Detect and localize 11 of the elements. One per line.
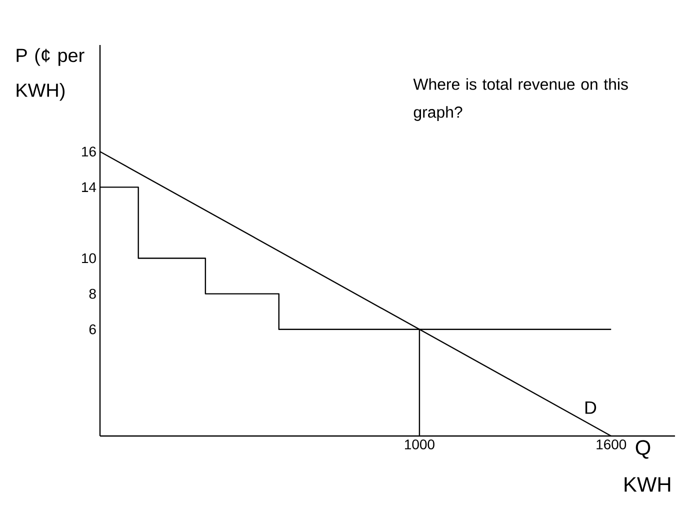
y-axis-title: P (¢ per KWH) [16, 48, 84, 101]
y-tick-label: 16 [82, 146, 96, 157]
x-tick-label: 1600 [596, 439, 626, 450]
series-label: D [585, 401, 596, 414]
x-tick-label: 1000 [405, 439, 434, 450]
annotation: Where is total revenue on this graph? [413, 78, 628, 121]
y-tick-label: 14 [82, 182, 96, 192]
y-tick-label: 10 [82, 253, 96, 264]
y-tick-label: 8 [89, 288, 96, 299]
x-axis-title: Q KWH [624, 440, 670, 492]
y-tick-label: 6 [89, 324, 96, 334]
